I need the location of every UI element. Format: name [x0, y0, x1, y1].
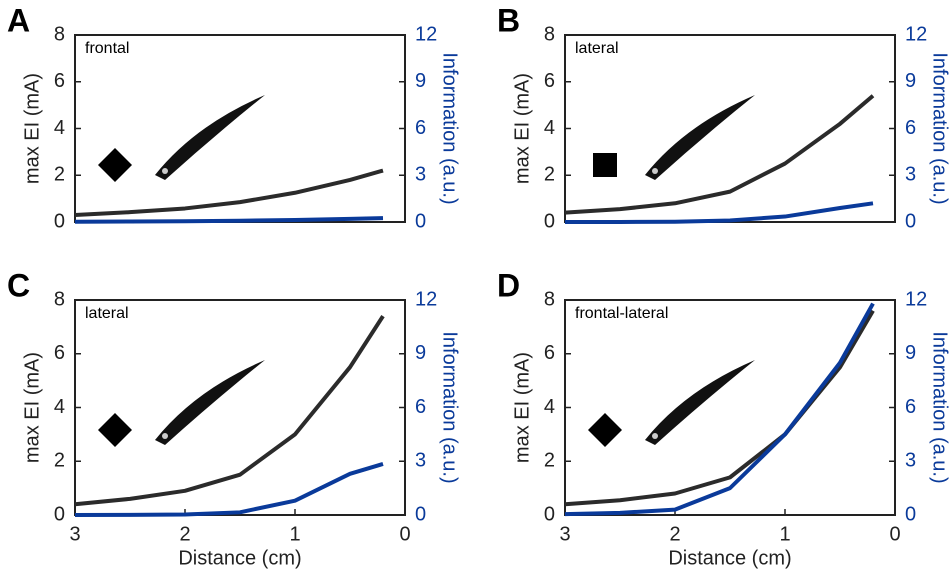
y-tick-label: 4 — [544, 117, 555, 139]
y-axis-label: max EI (mA) — [511, 73, 533, 184]
y2-tick-label: 9 — [905, 342, 916, 364]
y-tick-label: 4 — [54, 117, 65, 139]
data-line — [564, 309, 875, 507]
annotation: frontal — [85, 40, 129, 57]
y2-axis-label: Information (a.u.) — [439, 331, 461, 483]
panel-label: D — [497, 267, 520, 303]
panel-label: C — [7, 267, 30, 303]
y-tick-label: 2 — [54, 450, 65, 472]
data-line — [74, 462, 384, 517]
x-axis-label: Distance (cm) — [668, 547, 791, 569]
y2-tick-label: 9 — [905, 70, 916, 92]
y2-tick-label: 3 — [905, 164, 916, 186]
y2-tick-label: 3 — [905, 450, 916, 472]
y-tick-label: 6 — [544, 342, 555, 364]
y2-tick-label: 0 — [415, 210, 426, 232]
y2-tick-label: 3 — [415, 164, 426, 186]
marker-diamond — [98, 413, 132, 447]
plot-frame — [74, 34, 406, 223]
y2-tick-label: 12 — [415, 288, 437, 310]
y2-axis-label: Information (a.u.) — [929, 52, 949, 204]
x-tick-label: 3 — [69, 523, 80, 545]
annotation: lateral — [85, 305, 129, 322]
y2-tick-label: 12 — [905, 288, 927, 310]
plot-frame — [564, 34, 896, 223]
y-tick-label: 2 — [544, 450, 555, 472]
y-tick-label: 2 — [54, 164, 65, 186]
fish-eye — [652, 168, 658, 174]
x-tick-label: 3 — [559, 523, 570, 545]
y-tick-label: 6 — [54, 342, 65, 364]
panel-label: B — [497, 2, 520, 38]
y2-tick-label: 6 — [905, 396, 916, 418]
y2-tick-label: 9 — [415, 70, 426, 92]
y2-axis-label: Information (a.u.) — [929, 331, 949, 483]
x-tick-label: 1 — [289, 523, 300, 545]
x-axis-label: Distance (cm) — [178, 547, 301, 569]
annotation: lateral — [575, 40, 619, 57]
y-tick-label: 0 — [54, 503, 65, 525]
y2-tick-label: 0 — [415, 503, 426, 525]
y-tick-label: 8 — [544, 288, 555, 310]
y2-axis-label: Information (a.u.) — [439, 52, 461, 204]
fish-eye — [162, 168, 168, 174]
x-tick-label: 0 — [889, 523, 900, 545]
y-tick-label: 4 — [544, 396, 555, 418]
y2-tick-label: 6 — [905, 117, 916, 139]
fish-eye — [162, 433, 168, 439]
x-tick-label: 0 — [399, 523, 410, 545]
fish-eye — [652, 433, 658, 439]
annotation: frontal-lateral — [575, 305, 668, 322]
plot-frame — [564, 299, 896, 516]
x-tick-label: 1 — [779, 523, 790, 545]
y-tick-label: 8 — [54, 23, 65, 45]
y-tick-label: 0 — [544, 503, 555, 525]
y2-tick-label: 3 — [415, 450, 426, 472]
y-tick-label: 2 — [544, 164, 555, 186]
y2-tick-label: 0 — [905, 210, 916, 232]
y2-tick-label: 0 — [905, 503, 916, 525]
fish-icon — [155, 360, 265, 445]
y-tick-label: 4 — [54, 396, 65, 418]
y2-tick-label: 6 — [415, 396, 426, 418]
y-axis-label: max EI (mA) — [21, 73, 43, 184]
marker-square — [593, 153, 617, 177]
x-tick-label: 2 — [179, 523, 190, 545]
data-line — [564, 302, 875, 517]
y-tick-label: 8 — [54, 288, 65, 310]
y-tick-label: 6 — [54, 70, 65, 92]
plot-frame — [74, 299, 406, 516]
data-line — [565, 201, 874, 224]
data-line — [74, 216, 384, 224]
y2-tick-label: 9 — [415, 342, 426, 364]
y-tick-label: 0 — [544, 210, 555, 232]
x-tick-label: 2 — [669, 523, 680, 545]
fish-icon — [645, 95, 755, 180]
fish-icon — [155, 95, 265, 180]
y-tick-label: 8 — [544, 23, 555, 45]
y-tick-label: 0 — [54, 210, 65, 232]
y-axis-label: max EI (mA) — [511, 352, 533, 463]
y-axis-label: max EI (mA) — [21, 352, 43, 463]
panel-label: A — [7, 2, 30, 38]
data-line — [564, 94, 875, 215]
fish-icon — [645, 360, 755, 445]
y-tick-label: 6 — [544, 70, 555, 92]
marker-diamond — [588, 413, 622, 447]
data-line — [74, 168, 384, 217]
y2-tick-label: 12 — [905, 23, 927, 45]
marker-diamond — [98, 148, 132, 182]
y2-tick-label: 6 — [415, 117, 426, 139]
data-line — [74, 315, 385, 507]
y2-tick-label: 12 — [415, 23, 437, 45]
